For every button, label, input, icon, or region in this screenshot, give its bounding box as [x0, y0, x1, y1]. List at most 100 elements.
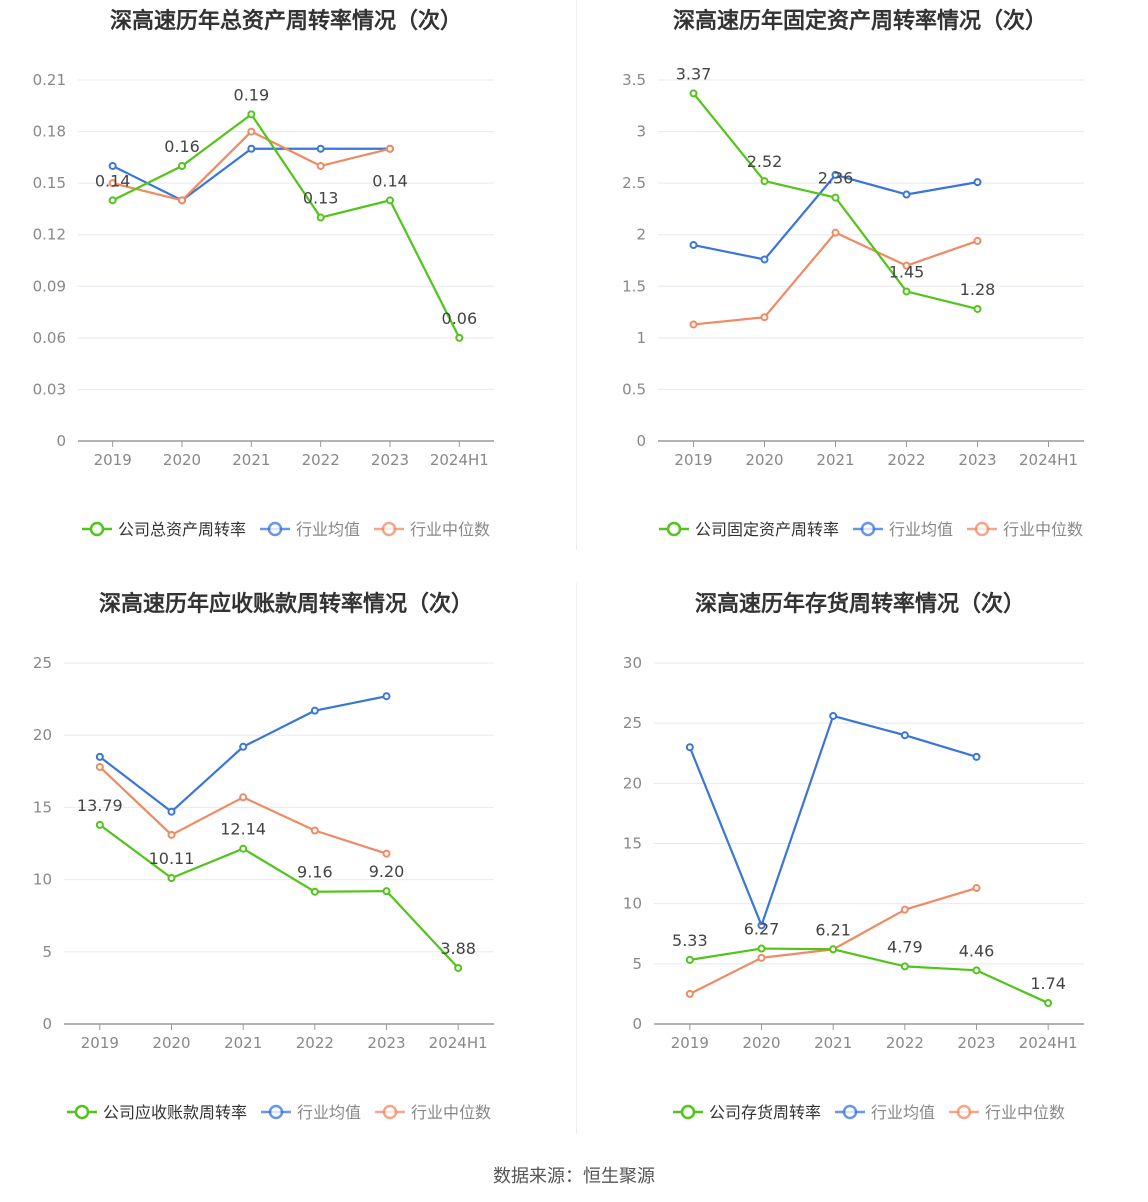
data-point-company[interactable] [757, 944, 766, 953]
x-tick-label: 2020 [163, 451, 201, 469]
data-point-average[interactable] [108, 161, 117, 170]
legend-item-company[interactable]: 公司存货周转率 [673, 1103, 821, 1122]
data-point-company[interactable] [902, 287, 911, 296]
data-point-median[interactable] [167, 830, 176, 839]
data-point-company[interactable] [316, 213, 325, 222]
data-point-average[interactable] [310, 706, 319, 715]
data-point-company[interactable] [900, 962, 909, 971]
data-point-company[interactable] [1044, 999, 1053, 1008]
data-point-company[interactable] [178, 161, 186, 170]
data-point-median[interactable] [973, 236, 982, 245]
data-point-median[interactable] [689, 320, 698, 329]
y-tick-label: 3 [636, 123, 646, 141]
data-point-median[interactable] [95, 762, 104, 771]
legend-item-company[interactable]: 公司总资产周转率 [82, 520, 246, 539]
legend-item-median[interactable]: 行业中位数 [375, 1103, 491, 1122]
data-point-median[interactable] [760, 313, 769, 322]
legend-marker-icon [974, 521, 990, 537]
data-label: 1.45 [889, 262, 925, 281]
data-point-average[interactable] [757, 921, 766, 930]
data-point-median[interactable] [757, 953, 766, 962]
legend-item-median[interactable]: 行业中位数 [967, 520, 1083, 539]
data-point-average[interactable] [685, 743, 694, 752]
y-tick-label: 0 [632, 1015, 642, 1033]
x-tick-label: 2023 [367, 1034, 405, 1052]
data-point-average[interactable] [829, 711, 838, 720]
data-point-company[interactable] [829, 945, 838, 954]
data-point-average[interactable] [95, 752, 104, 761]
data-point-company[interactable] [689, 89, 698, 98]
legend-item-average[interactable]: 行业均值 [835, 1103, 935, 1122]
data-point-median[interactable] [178, 196, 186, 205]
data-point-company[interactable] [167, 874, 176, 883]
legend-label: 行业中位数 [1003, 520, 1083, 539]
data-label: 1.28 [960, 280, 996, 299]
x-tick-label: 2023 [371, 451, 409, 469]
y-tick-label: 0 [42, 1015, 52, 1033]
data-point-average[interactable] [316, 144, 325, 153]
data-point-average[interactable] [760, 255, 769, 264]
x-tick-label: 2021 [232, 451, 270, 469]
data-point-company[interactable] [108, 196, 117, 205]
y-tick-label: 0.21 [33, 71, 66, 89]
data-point-median[interactable] [382, 849, 391, 858]
data-label: 0.14 [372, 171, 408, 190]
data-point-average[interactable] [831, 170, 840, 179]
data-point-average[interactable] [972, 752, 981, 761]
data-point-average[interactable] [167, 807, 176, 816]
legend-label: 行业均值 [889, 520, 953, 539]
x-tick-label: 2022 [887, 451, 925, 469]
y-tick-label: 0.15 [33, 174, 66, 192]
data-point-median[interactable] [831, 228, 840, 237]
data-point-company[interactable] [247, 110, 256, 119]
data-point-company[interactable] [973, 304, 982, 313]
legend-item-company[interactable]: 公司固定资产周转率 [659, 520, 839, 539]
data-point-average[interactable] [973, 178, 982, 187]
legend-item-median[interactable]: 行业中位数 [374, 520, 490, 539]
legend-item-median[interactable]: 行业中位数 [949, 1103, 1065, 1122]
data-point-average[interactable] [902, 190, 911, 199]
legend-item-average[interactable]: 行业均值 [261, 1103, 361, 1122]
legend-item-average[interactable]: 行业均值 [260, 520, 360, 539]
data-point-median[interactable] [310, 826, 319, 835]
data-point-median[interactable] [239, 793, 248, 802]
data-point-median[interactable] [685, 989, 694, 998]
data-point-median[interactable] [972, 884, 981, 893]
data-point-average[interactable] [689, 241, 698, 250]
y-tick-label: 5 [632, 955, 642, 973]
legend-marker-icon [842, 1104, 858, 1120]
data-point-median[interactable] [902, 261, 911, 270]
data-point-company[interactable] [95, 820, 104, 829]
legend-item-average[interactable]: 行业均值 [853, 520, 953, 539]
data-point-median[interactable] [386, 144, 394, 153]
data-point-company[interactable] [386, 196, 394, 205]
data-point-company[interactable] [382, 887, 391, 896]
data-point-median[interactable] [900, 905, 909, 914]
data-point-company[interactable] [685, 955, 694, 964]
y-tick-label: 25 [33, 654, 52, 672]
legend-item-company[interactable]: 公司应收账款周转率 [67, 1103, 247, 1122]
data-point-company[interactable] [972, 966, 981, 975]
data-point-company[interactable] [760, 177, 769, 186]
data-point-average[interactable] [239, 742, 248, 751]
data-point-company[interactable] [310, 887, 319, 896]
x-tick-label: 2024H1 [429, 1034, 488, 1052]
chart-panel-fixed-asset: 深高速历年固定资产周转率情况（次） 0 0.5 1 1.5 2 2.5 3 3.5 2019 202… [574, 0, 1148, 583]
data-label: 4.46 [959, 941, 995, 960]
data-point-company[interactable] [455, 333, 464, 342]
data-label: 3.37 [676, 64, 712, 83]
data-point-average[interactable] [247, 144, 256, 153]
data-point-average[interactable] [382, 692, 391, 701]
y-tick-label: 0 [636, 432, 646, 450]
data-point-median[interactable] [108, 179, 117, 188]
data-label: 5.33 [672, 931, 708, 950]
legend-label: 公司应收账款周转率 [103, 1103, 247, 1122]
data-point-company[interactable] [831, 193, 840, 202]
data-point-median[interactable] [247, 127, 256, 136]
data-point-company[interactable] [239, 844, 248, 853]
data-point-median[interactable] [316, 161, 325, 170]
data-label: 2.52 [747, 152, 783, 171]
data-point-average[interactable] [900, 731, 909, 740]
data-point-company[interactable] [454, 963, 463, 972]
y-tick-label: 0.18 [33, 123, 66, 141]
